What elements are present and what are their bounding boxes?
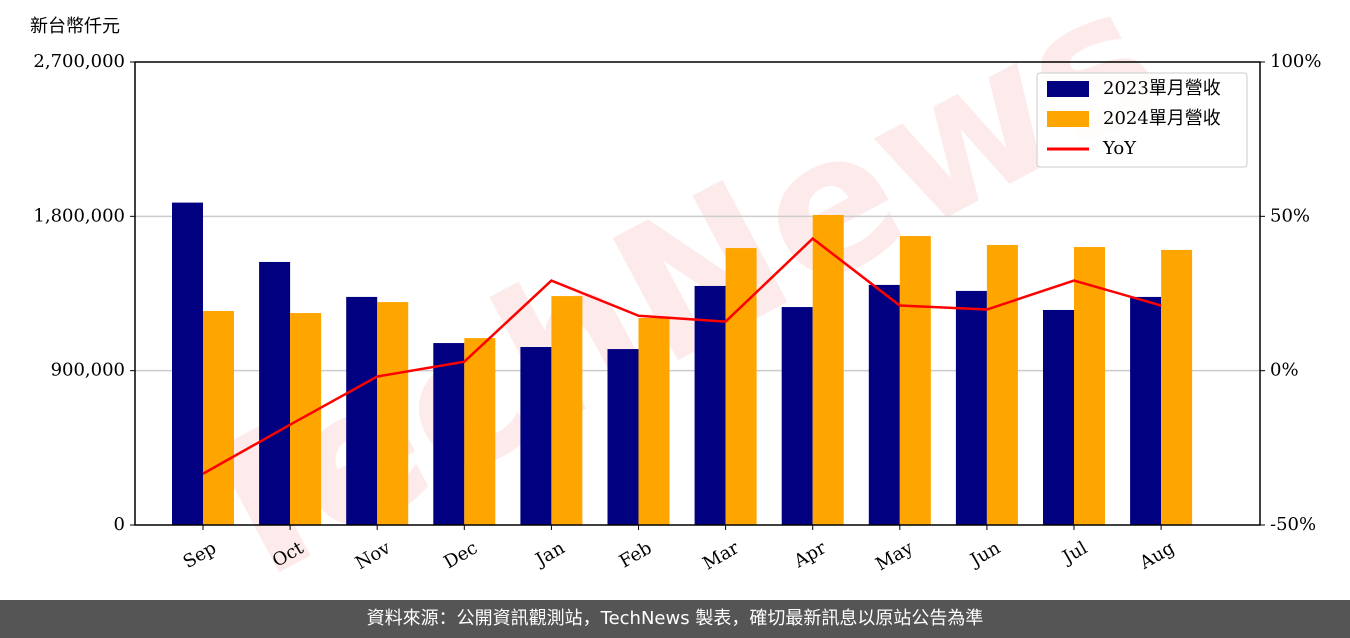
y-tick-label: 0 <box>114 514 125 535</box>
bar <box>955 290 987 525</box>
y2-tick-label: 50% <box>1270 205 1310 226</box>
yoy-line <box>202 236 1162 475</box>
chart: 新台幣仟元 TechNews 0900,0001,800,0002,700,00… <box>30 0 1321 600</box>
bar <box>203 310 234 525</box>
bar <box>899 236 931 525</box>
y-tick-label: 2,700,000 <box>33 51 125 72</box>
bar <box>520 347 552 525</box>
bar <box>1043 309 1074 525</box>
bar <box>172 202 203 526</box>
x-tick-label: Jun <box>965 537 1004 572</box>
y-axis-label: 新台幣仟元 <box>30 16 120 37</box>
bar <box>346 296 378 525</box>
bar <box>1074 247 1105 526</box>
y2-tick-label: 0% <box>1270 360 1299 381</box>
x-tick-label: Dec <box>440 537 481 573</box>
bar <box>1161 249 1193 525</box>
bar <box>259 261 291 525</box>
bar <box>812 214 844 525</box>
bar <box>377 302 409 525</box>
bar <box>694 285 726 525</box>
y2-tick-label: -50% <box>1270 514 1316 535</box>
x-tick-label: Jul <box>1057 537 1091 569</box>
bar <box>551 296 583 525</box>
bar <box>290 313 322 525</box>
footer: 資料來源：公開資訊觀測站，TechNews 製表，確切最新訊息以原站公告為準 <box>0 600 1350 638</box>
x-tick-label: Jan <box>531 537 569 571</box>
x-tick-label: Aug <box>1135 537 1178 574</box>
bar <box>464 338 496 525</box>
legend-label: 2023單月營收 <box>1103 78 1221 99</box>
bar <box>725 248 757 525</box>
bar <box>986 244 1018 525</box>
bar <box>638 318 670 525</box>
y-tick-label: 1,800,000 <box>33 205 125 226</box>
legend-swatch <box>1047 81 1089 97</box>
legend-label: 2024單月營收 <box>1103 108 1221 129</box>
bar <box>607 349 639 525</box>
y2-tick-label: 100% <box>1270 51 1321 72</box>
legend-box <box>1036 72 1248 168</box>
plot-frame <box>134 61 1261 526</box>
x-tick-label: Apr <box>790 537 830 572</box>
bar <box>433 343 465 525</box>
x-tick-label: Feb <box>616 537 656 572</box>
legend-label: YoY <box>1102 138 1137 159</box>
legend-swatch <box>1047 111 1089 127</box>
x-tick-label: Mar <box>699 537 743 574</box>
bar <box>1130 296 1162 525</box>
y-tick-label: 900,000 <box>51 360 125 381</box>
bar <box>868 284 900 525</box>
bar <box>781 307 813 525</box>
x-tick-label: May <box>872 537 917 575</box>
